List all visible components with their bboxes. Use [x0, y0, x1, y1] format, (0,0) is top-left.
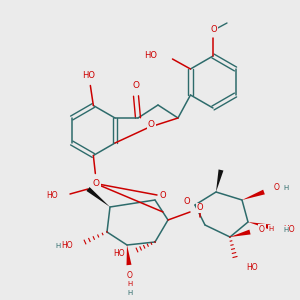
Polygon shape [86, 187, 110, 207]
Text: O: O [184, 197, 190, 206]
Text: HO: HO [246, 262, 258, 272]
Text: O: O [133, 82, 140, 91]
Text: O: O [93, 179, 100, 188]
Text: H: H [56, 243, 61, 249]
Text: O: O [127, 271, 133, 280]
Text: O: O [211, 26, 217, 34]
Text: O: O [259, 224, 265, 233]
Polygon shape [242, 190, 265, 200]
Text: HO: HO [46, 191, 58, 200]
Text: HO: HO [113, 250, 125, 259]
Text: H: H [268, 226, 274, 232]
Text: HO: HO [145, 50, 158, 59]
Text: HO: HO [283, 226, 295, 235]
Text: O: O [197, 203, 203, 212]
Polygon shape [248, 222, 271, 230]
Text: H: H [128, 290, 133, 296]
Text: HO: HO [61, 242, 73, 250]
Text: H: H [128, 281, 133, 287]
Text: O: O [160, 190, 166, 200]
Text: H: H [284, 185, 289, 191]
Text: O: O [274, 184, 280, 193]
Text: O: O [148, 120, 155, 129]
Polygon shape [127, 245, 131, 265]
Text: HO: HO [82, 71, 95, 80]
Text: H: H [284, 227, 289, 233]
Polygon shape [230, 230, 250, 237]
Polygon shape [216, 169, 224, 192]
